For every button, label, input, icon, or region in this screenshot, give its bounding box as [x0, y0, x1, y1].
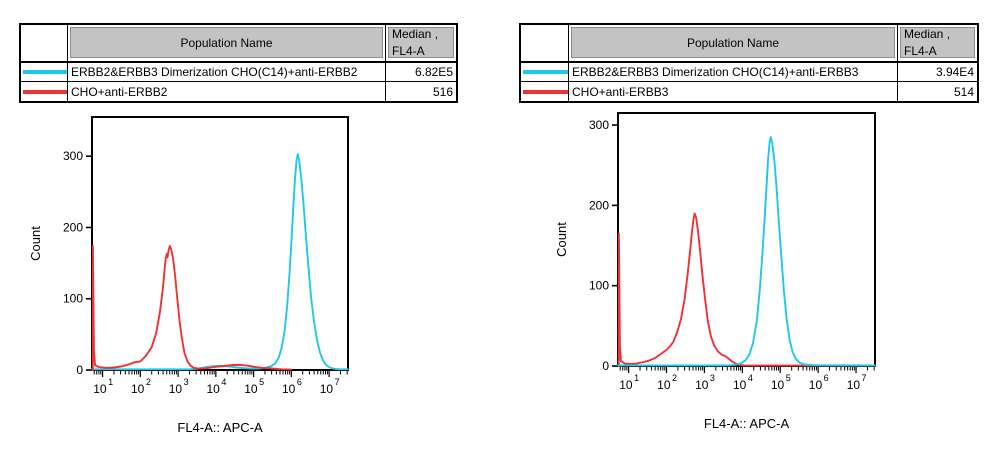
population-name-text: ERBB2&ERBB3 Dimerization CHO(C14)+anti-E…: [572, 65, 859, 79]
y-tick-label: 100: [63, 292, 83, 306]
x-tick-label-exponent: 7: [862, 373, 867, 383]
x-tick-label-base: 10: [131, 382, 145, 396]
series-swatch-cell: [21, 82, 68, 101]
x-tick-label-base: 10: [771, 378, 785, 392]
swatch-header-cell: [21, 25, 68, 63]
population-name-text: CHO+anti-ERBB3: [572, 84, 669, 99]
histogram-curve-cyan: [91, 153, 349, 371]
median-value-text: 3.94E4: [935, 65, 974, 79]
x-tick-label-exponent: 4: [748, 373, 753, 383]
x-tick-label-exponent: 3: [710, 373, 715, 383]
y-axis-label: Count: [554, 222, 569, 257]
y-tick-label: 200: [589, 198, 609, 212]
x-tick-label-base: 10: [320, 382, 334, 396]
x-tick-label-base: 10: [206, 382, 220, 396]
series-color-swatch: [23, 89, 67, 94]
x-tick-label-exponent: 6: [297, 377, 302, 387]
x-tick-label-exponent: 5: [786, 373, 791, 383]
population-name-header-label: Population Name: [686, 35, 780, 50]
x-tick-label-exponent: 4: [221, 377, 226, 387]
population-name-header-label: Population Name: [180, 35, 273, 50]
x-tick-label-exponent: 2: [672, 373, 677, 383]
median-header-line1: Median ,: [392, 26, 439, 41]
population-name-text: ERBB2&ERBB3 Dimerization CHO(C14)+anti-E…: [71, 65, 358, 79]
x-tick-label-base: 10: [244, 382, 258, 396]
population-name-cell: ERBB2&ERBB3 Dimerization CHO(C14)+anti-E…: [569, 63, 898, 82]
population-name-header: Population Name: [68, 25, 386, 63]
population-name-cell: CHO+anti-ERBB3: [569, 82, 898, 101]
median-value-cell: 3.94E4: [898, 63, 977, 82]
x-tick-label-exponent: 2: [146, 377, 151, 387]
x-tick-label-exponent: 1: [108, 377, 113, 387]
y-tick-label: 300: [63, 149, 83, 163]
y-tick-label: 300: [589, 118, 609, 132]
x-tick-label-base: 10: [847, 378, 861, 392]
x-axis-label: FL4-A:: APC-A: [704, 416, 790, 431]
series-swatch-cell: [21, 63, 68, 82]
x-tick-label-base: 10: [93, 382, 107, 396]
y-axis-label: Count: [28, 226, 43, 261]
x-axis-label: FL4-A:: APC-A: [177, 420, 263, 435]
series-color-swatch: [23, 70, 67, 74]
plot-border: [617, 112, 876, 367]
median-header: Median , FL4-A: [898, 25, 977, 63]
x-tick-label-exponent: 6: [824, 373, 829, 383]
median-header-line2: FL4-A: [392, 43, 425, 58]
x-tick-label-exponent: 5: [259, 377, 264, 387]
swatch-header-cell: [521, 25, 569, 63]
x-tick-label-exponent: 7: [335, 377, 340, 387]
x-tick-label-base: 10: [657, 378, 671, 392]
x-tick-label-base: 10: [619, 378, 633, 392]
population-name-cell: CHO+anti-ERBB2: [68, 82, 386, 101]
median-value-text: 6.82E5: [414, 65, 453, 79]
x-tick-label-base: 10: [809, 378, 823, 392]
x-tick-label-exponent: 3: [184, 377, 189, 387]
x-tick-label-base: 10: [169, 382, 183, 396]
median-value-cell: 516: [386, 82, 456, 101]
median-value-cell: 514: [898, 82, 977, 101]
histogram-curve-cyan: [617, 136, 876, 367]
x-tick-label-base: 10: [282, 382, 296, 396]
series-color-swatch: [523, 70, 568, 74]
y-tick-label: 0: [602, 359, 609, 373]
plot-border: [91, 116, 349, 371]
x-tick-label-base: 10: [733, 378, 747, 392]
population-name-header: Population Name: [569, 25, 898, 63]
series-swatch-cell: [521, 82, 569, 101]
histogram-curve-red: [617, 212, 876, 367]
series-swatch-cell: [521, 63, 569, 82]
population-table-left: Population Name Median , FL4-A ERBB2&ERB…: [19, 23, 458, 103]
median-value-text: 514: [953, 84, 974, 99]
y-tick-label: 100: [589, 279, 609, 293]
population-name-text: CHO+anti-ERBB2: [71, 84, 168, 99]
histogram-curve-red: [91, 245, 293, 371]
y-tick-label: 200: [63, 220, 83, 234]
population-table-right: Population Name Median , FL4-A ERBB2&ERB…: [519, 23, 979, 103]
x-tick-label-exponent: 1: [634, 373, 639, 383]
population-name-cell: ERBB2&ERBB3 Dimerization CHO(C14)+anti-E…: [68, 63, 386, 82]
median-header: Median , FL4-A: [386, 25, 456, 63]
median-header-line2: FL4-A: [904, 43, 937, 58]
median-header-line1: Median ,: [904, 26, 951, 41]
x-tick-label-base: 10: [695, 378, 709, 392]
median-value-cell: 6.82E5: [386, 63, 456, 82]
series-color-swatch: [523, 89, 568, 94]
median-value-text: 516: [432, 84, 453, 99]
y-tick-label: 0: [76, 363, 83, 377]
